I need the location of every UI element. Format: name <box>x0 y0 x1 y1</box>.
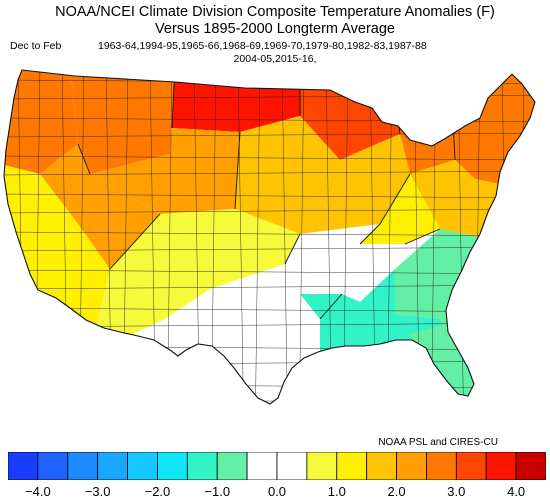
map-title: NOAA/NCEI Climate Division Composite Tem… <box>55 4 495 20</box>
legend-bin <box>485 452 517 480</box>
legend-bin <box>276 452 308 480</box>
region-great-basin <box>40 144 160 269</box>
region-central-plains <box>235 116 410 234</box>
state-boundary <box>77 143 91 175</box>
division-boundary <box>4 132 535 138</box>
us-outline <box>3 69 536 405</box>
state-boundary <box>319 293 343 320</box>
division-boundary <box>4 170 535 176</box>
legend-bin <box>97 452 128 480</box>
season-label: Dec to Feb <box>10 40 62 52</box>
region-central-rockies <box>90 128 240 214</box>
legend-tick-label: 1.0 <box>327 484 346 499</box>
legend-bin <box>426 452 457 480</box>
division-boundary <box>4 155 535 161</box>
legend-bin <box>216 452 248 480</box>
legend-bin <box>246 452 278 480</box>
legend-bin <box>67 452 99 480</box>
legend-bin <box>366 452 397 480</box>
color-legend <box>8 452 546 480</box>
state-boundary <box>234 131 241 210</box>
region-tennessee-valley <box>342 229 440 302</box>
state-boundary <box>389 70 401 135</box>
us-map-canvas <box>0 64 550 444</box>
composite-years-line-1: 1963-64,1994-95,1965-66,1968-69,1969-70,… <box>98 40 427 52</box>
division-boundary <box>4 246 535 252</box>
state-boundary <box>379 173 411 225</box>
state-boundary <box>359 223 381 245</box>
region-southwest <box>90 209 300 354</box>
state-boundary <box>284 233 301 265</box>
legend-bin <box>515 452 546 480</box>
division-boundary <box>4 269 535 275</box>
legend-tick-label: −3.0 <box>84 484 111 499</box>
division-boundary <box>0 422 550 426</box>
legend-tick-label: 2.0 <box>387 484 406 499</box>
legend-bin <box>157 452 188 480</box>
legend-bin <box>37 452 69 480</box>
legend-bin <box>186 452 218 480</box>
legend-tick-label: −4.0 <box>25 484 51 499</box>
division-boundary <box>4 231 535 237</box>
legend-bin <box>455 452 487 480</box>
us-climate-map <box>0 64 550 444</box>
legend-bin <box>396 452 427 480</box>
division-boundary <box>254 70 261 404</box>
region-ohio-valley <box>360 174 440 244</box>
legend-bin <box>127 452 158 480</box>
legend-tick-label: 4.0 <box>507 484 526 499</box>
division-boundary <box>546 64 550 444</box>
region-florida <box>410 324 480 404</box>
region-southern-plains <box>285 224 380 294</box>
legend-bin <box>306 452 338 480</box>
credit-label: NOAA PSL and CIRES-CU <box>378 437 498 448</box>
composite-years-line-2: 2004-05,2015-16, <box>233 53 317 65</box>
division-boundary <box>4 193 535 199</box>
legend-tick-label: −2.0 <box>144 484 171 499</box>
state-boundary <box>404 228 441 245</box>
division-boundary <box>4 208 535 214</box>
legend-tick-label: −1.0 <box>204 484 231 499</box>
legend-tick-label: 0.0 <box>267 484 287 499</box>
region-gulf-coast <box>300 269 445 354</box>
state-boundary <box>109 213 161 270</box>
map-title-secondary: Versus 1895-2000 Longterm Average <box>155 21 395 37</box>
legend-tick-label: 3.0 <box>447 484 466 499</box>
legend-bin <box>8 452 39 480</box>
legend-bin <box>336 452 368 480</box>
